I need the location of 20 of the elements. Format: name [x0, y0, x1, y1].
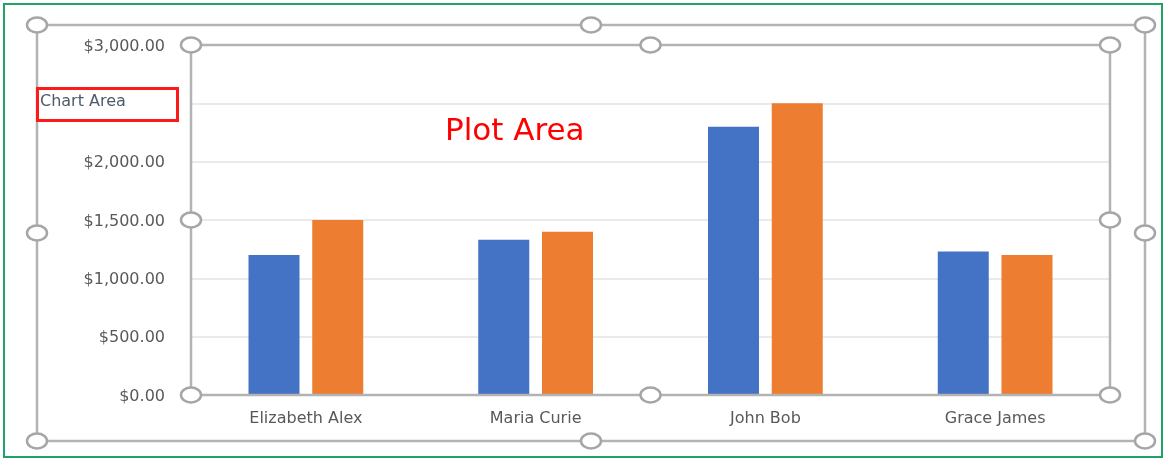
x-tick-label: Elizabeth Alex — [249, 407, 363, 427]
y-tick-label: $500.00 — [98, 327, 165, 347]
bar — [771, 103, 823, 395]
x-tick-label: Grace James — [944, 407, 1046, 427]
bar — [1001, 255, 1053, 395]
y-tick-label: $3,000.00 — [83, 35, 165, 55]
y-tick-label: $1,500.00 — [83, 210, 165, 230]
bar — [542, 231, 593, 395]
text: Chart Area — [40, 91, 126, 110]
bar — [937, 251, 989, 395]
annotation: Plot Area — [445, 111, 585, 147]
y-tick-label: $1,000.00 — [83, 268, 165, 288]
bar — [478, 239, 530, 395]
bar — [708, 126, 759, 395]
bar — [312, 220, 364, 395]
bar — [248, 255, 300, 395]
x-tick-label: Maria Curie — [489, 407, 582, 427]
y-tick-label: $2,000.00 — [83, 152, 165, 172]
x-tick-label: John Bob — [728, 407, 801, 427]
y-tick-label: $0.00 — [119, 385, 165, 405]
